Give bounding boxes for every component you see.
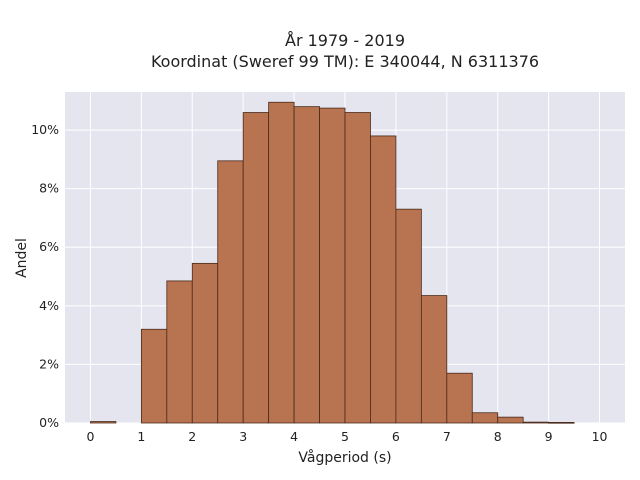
histogram-bar [471, 412, 499, 424]
histogram-bar [90, 421, 117, 424]
histogram-bar [166, 280, 193, 424]
x-tick-label: 3 [239, 429, 247, 444]
x-tick-label: 5 [341, 429, 349, 444]
histogram-bar [446, 372, 473, 424]
x-tick-label: 1 [137, 429, 145, 444]
x-tick-label: 8 [494, 429, 502, 444]
y-tick-label: 4% [39, 298, 59, 313]
histogram-bar [191, 262, 219, 424]
x-tick-label: 7 [443, 429, 451, 444]
histogram-bar [293, 106, 320, 424]
y-tick-label: 0% [39, 415, 59, 430]
histogram-bar [420, 295, 448, 424]
x-tick-label: 6 [392, 429, 400, 444]
histogram-bar [370, 135, 397, 424]
histogram-bar [497, 416, 524, 424]
x-tick-label: 2 [188, 429, 196, 444]
y-tick-label: 8% [39, 181, 59, 196]
histogram-bar [140, 328, 168, 424]
x-axis-label: Vågperiod (s) [298, 449, 391, 466]
x-tick-label: 9 [545, 429, 553, 444]
histogram-bar [319, 107, 346, 424]
y-tick-label: 2% [39, 356, 59, 371]
y-axis-label: Andel [14, 238, 30, 278]
x-tick-label: 0 [86, 429, 94, 444]
histogram-bar [522, 421, 550, 424]
x-axis-ticks: 0 1 2 3 4 5 6 7 8 9 10 [86, 429, 607, 444]
histogram-bar [242, 112, 270, 424]
y-tick-label: 10% [31, 122, 59, 137]
x-tick-label: 10 [592, 429, 608, 444]
histogram-bar [217, 160, 244, 424]
histogram-bar [268, 101, 295, 424]
histogram-bar [395, 208, 422, 424]
histogram-bar [548, 422, 575, 424]
histogram-bar [344, 112, 371, 424]
y-axis-ticks: 0% 2% 4% 6% 8% 10% [31, 122, 59, 430]
chart-subtitle: Koordinat (Sweref 99 TM): E 340044, N 63… [151, 52, 539, 71]
y-tick-label: 6% [39, 239, 59, 254]
chart-title: År 1979 - 2019 [285, 31, 405, 50]
bars [90, 101, 575, 424]
x-tick-label: 4 [290, 429, 298, 444]
